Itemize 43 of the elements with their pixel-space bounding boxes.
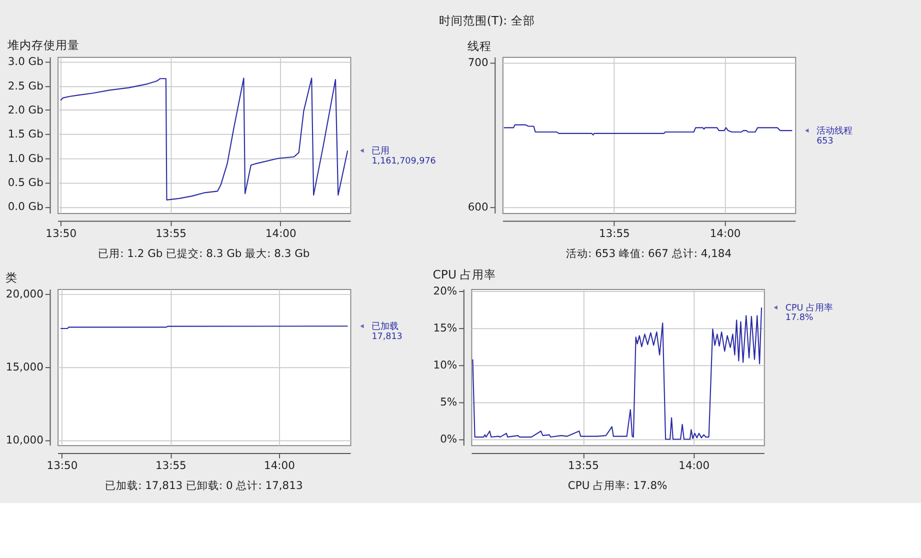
chart-title: 类 (5, 270, 18, 285)
text: 活动: 653 峰值: 667 总计: 4,184 (566, 246, 732, 260)
y-tick-label: 10,000 (6, 433, 44, 446)
text: 已用 1,161,709,976 (372, 146, 436, 166)
text: 活动线程 653 (816, 126, 853, 146)
x-tick-label: 14:00 (678, 459, 710, 472)
chart-title: 堆内存使用量 (6, 38, 80, 52)
y-tick-label: 2.0 Gb (8, 103, 44, 116)
y-tick-label: 5% (440, 396, 458, 409)
y-tick-label: 1.0 Gb (8, 152, 44, 165)
x-tick-label: 13:55 (598, 226, 630, 240)
y-tick-label: 10% (433, 358, 458, 372)
y-tick-label: 600 (468, 200, 488, 214)
y-tick-label: 0% (440, 432, 458, 446)
y-tick-label: 15% (433, 322, 458, 335)
y-tick-label: 0.0 Gb (8, 200, 44, 214)
y-tick-label: 3.0 Gb (8, 55, 44, 68)
text: CPU 占用率 17.8% (785, 302, 833, 324)
x-tick-label: 14:00 (710, 226, 741, 240)
y-tick-label: 2.5 Gb (8, 79, 44, 92)
text: 已加载: 17,813 已卸载: 0 总计: 17,813 (105, 479, 303, 492)
line-series (60, 78, 348, 200)
x-tick-label: 13:50 (46, 459, 78, 472)
y-tick-label: 700 (468, 56, 488, 70)
x-tick-label: 14:00 (264, 459, 296, 472)
y-tick-label: 20% (433, 284, 458, 298)
y-tick-label: 1.5 Gb (8, 128, 44, 141)
line-series (503, 124, 793, 136)
y-tick-label: 15,000 (6, 360, 44, 374)
y-tick-label: 0.5 Gb (8, 176, 44, 189)
chart-title: CPU 占用率 (432, 268, 496, 282)
y-tick-label: 20,000 (6, 288, 44, 301)
x-tick-label: 14:00 (265, 226, 296, 240)
text: 时间范围(T): 全部 (438, 14, 535, 28)
text: 已加载 17,813 (372, 321, 402, 342)
chart-title: 线程 (467, 38, 492, 53)
x-tick-label: 13:55 (568, 459, 599, 472)
text: 已用: 1.2 Gb 已提交: 8.3 Gb 最大: 8.3 Gb (98, 246, 310, 260)
x-tick-label: 13:55 (156, 226, 186, 240)
line-series (472, 307, 762, 440)
x-tick-label: 13:50 (46, 226, 77, 240)
x-tick-label: 13:55 (155, 459, 186, 472)
text: CPU 占用率: 17.8% (568, 479, 668, 492)
